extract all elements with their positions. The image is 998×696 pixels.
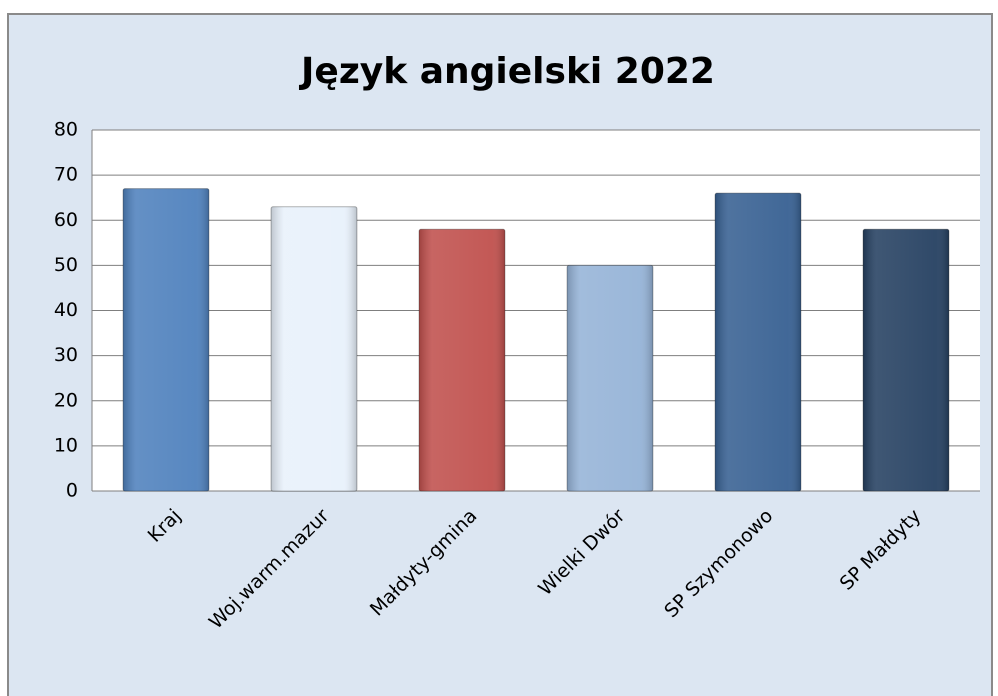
y-tick-label: 0	[66, 480, 78, 502]
y-tick-label: 70	[54, 164, 78, 186]
bar-shine	[271, 206, 357, 491]
bar-shine	[419, 229, 505, 491]
y-tick-label: 20	[54, 389, 78, 411]
y-tick-label: 10	[54, 434, 78, 456]
chart-title: Język angielski 2022	[298, 51, 715, 92]
bar-shine	[863, 229, 949, 491]
y-tick-label: 50	[54, 254, 78, 276]
y-tick-label: 80	[54, 119, 78, 141]
bar-shine	[567, 265, 653, 491]
y-tick-label: 30	[54, 344, 78, 366]
y-tick-label: 40	[54, 299, 78, 321]
y-tick-label: 60	[54, 209, 78, 231]
bar-shine	[715, 193, 801, 492]
bar-shine	[123, 188, 209, 491]
